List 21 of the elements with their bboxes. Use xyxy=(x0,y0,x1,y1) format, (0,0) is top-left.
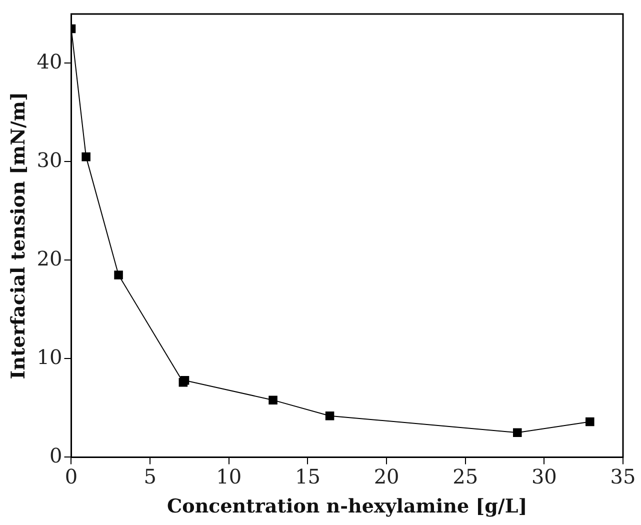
x-tick-label: 20 xyxy=(374,464,400,488)
point xyxy=(268,396,278,404)
y-tick-label: 10 xyxy=(36,344,62,369)
point xyxy=(82,152,90,162)
y-axis-title: Interfacial tension [mN/m] xyxy=(7,92,30,380)
x-tick-label: 25 xyxy=(452,464,478,488)
y-tick-label: 30 xyxy=(36,148,62,172)
point xyxy=(325,411,334,420)
x-tick-label: 30 xyxy=(531,464,557,488)
x-tick-label: 0 xyxy=(64,464,78,488)
point xyxy=(586,417,594,426)
y-tick-label: 0 xyxy=(50,443,62,468)
x-axis-title: Concentration n-hexylamine [g/L] xyxy=(167,496,528,518)
x-tick-label: 10 xyxy=(216,464,242,488)
point xyxy=(512,428,522,437)
x-tick-label: 35 xyxy=(610,464,636,488)
y-tick-label: 20 xyxy=(36,246,62,270)
x-tick-label: 15 xyxy=(294,464,320,488)
point xyxy=(114,270,123,280)
y-tick-label: 40 xyxy=(36,49,62,74)
x-tick-label: 5 xyxy=(144,464,156,488)
